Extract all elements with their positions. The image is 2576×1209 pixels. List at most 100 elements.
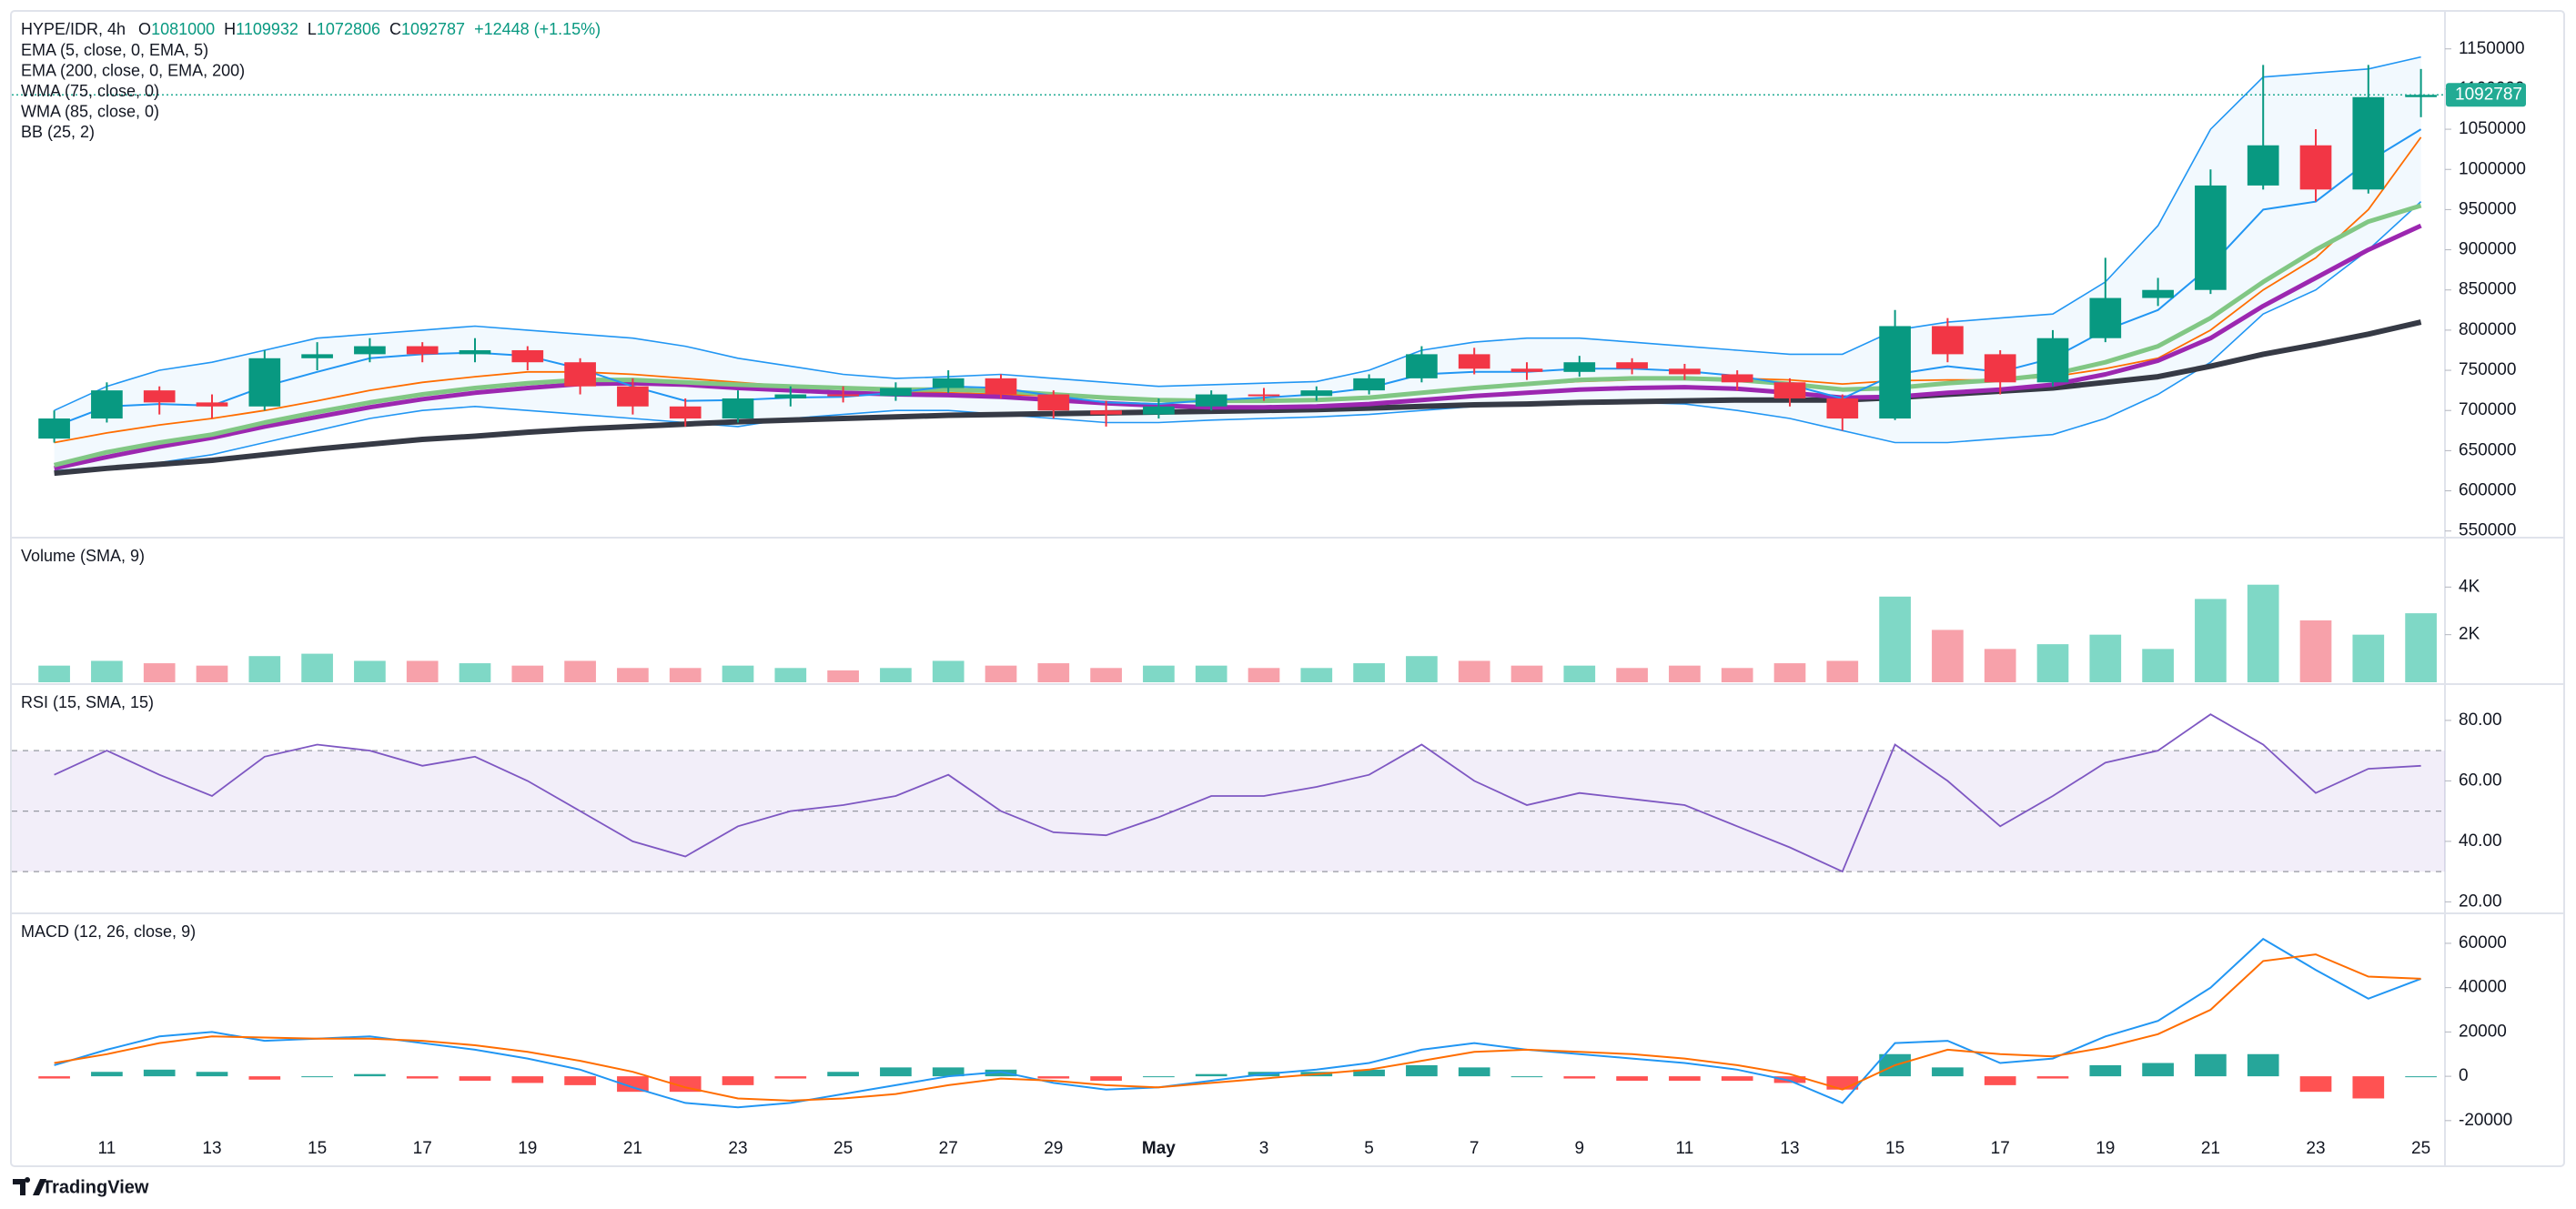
ma-line [54,203,2422,468]
histogram-bar [1984,1076,2016,1085]
volume-bar [1353,663,1385,682]
volume-bar [1984,649,2016,682]
candle-body [301,354,333,358]
histogram-bar [1195,1073,1227,1077]
last-price-box [2446,83,2526,107]
candle-body [1826,398,1859,419]
band-line [54,201,2422,472]
volume-bar [2142,649,2174,682]
histogram-bar [564,1076,596,1085]
candle-body [827,394,859,397]
volume-bar [2036,644,2069,682]
histogram-bar [2195,1053,2227,1077]
candle-body [511,349,544,363]
y-tick-label: 750000 [2459,360,2516,379]
histogram-bar [1090,1076,1122,1081]
volume-bar [1195,665,1227,682]
y-tick-label: 700000 [2459,400,2516,419]
volume-bar [2089,634,2122,682]
x-tick-label: 29 [1044,1139,1063,1158]
candle-body [722,398,754,419]
x-tick-label: 25 [2411,1139,2430,1158]
candle-body [774,394,807,398]
histogram-bar [91,1072,123,1077]
band-line [54,55,2421,411]
y-tick-label: 550000 [2459,521,2516,540]
volume-bar [2405,613,2437,682]
x-tick-label: 21 [623,1139,642,1158]
histogram-bar [511,1076,544,1083]
volume-bar [774,668,807,682]
x-tick-label: 11 [98,1139,116,1158]
volume-bar [2247,584,2279,682]
candle-body [2142,289,2174,298]
x-tick-label: 27 [939,1139,958,1158]
symbol: HYPE/IDR, 4h [21,20,126,38]
histogram-bar [1353,1069,1385,1077]
y-tick-label: -20000 [2459,1111,2512,1130]
volume-bar [1616,668,1648,682]
volume-bar [459,663,491,682]
frame [10,10,2565,1167]
candle-body [2352,96,2385,190]
volume-bar [1721,668,1753,682]
histogram-bar [932,1067,965,1077]
candle-body [1300,390,1333,397]
pane-title: Volume (SMA, 9) [21,547,145,565]
histogram-bar [301,1076,333,1078]
candle-body [985,378,1017,395]
candle-body [1248,394,1280,397]
legend-entry: BB (25, 2) [21,123,95,141]
y-tick-label: 650000 [2459,440,2516,459]
histogram-bar [1563,1076,1596,1079]
x-tick-label: 17 [1991,1139,2010,1158]
y-tick-label: 1150000 [2459,39,2525,58]
candle-body [669,406,702,419]
volume-bar [669,668,702,682]
histogram-bar [2089,1064,2122,1077]
candle-body [2036,338,2069,383]
histogram-bar [1458,1067,1490,1077]
x-tick-label: May [1142,1139,1176,1158]
volume-bar [827,670,859,682]
histogram-bar [722,1076,754,1085]
candle-body [1669,368,1701,375]
brand: TradingView [42,1177,149,1197]
x-tick-label: 11 [1676,1139,1694,1158]
candle-body [617,386,649,407]
x-tick-label: 7 [1470,1139,1480,1158]
volume-bar [564,660,596,682]
y-tick-label: 20.00 [2459,892,2502,911]
volume-bar [38,665,70,682]
candle-body [2247,145,2279,186]
candle-body [1458,354,1490,369]
histogram-bar [459,1076,491,1081]
volume-bar [2195,599,2227,682]
x-tick-label: 15 [308,1139,327,1158]
volume-bar [354,660,386,682]
candle-body [248,358,281,407]
volume-bar [1563,665,1596,682]
histogram-bar [2142,1063,2174,1077]
x-tick-label: 23 [728,1139,747,1158]
histogram-bar [774,1076,807,1079]
candle-body [406,346,439,355]
candle-body [1195,394,1227,407]
last-price-label: 1092787 [2455,85,2522,104]
y-tick-label: 2K [2459,625,2480,644]
candle-body [932,378,965,388]
x-tick-label: 5 [1364,1139,1374,1158]
y-tick-label: 60.00 [2459,771,2502,790]
change: +12448 (+1.15%) [474,20,601,38]
volume-bar [1300,668,1333,682]
candle-body [1879,326,1911,419]
histogram-bar [143,1069,176,1077]
candle-body [564,362,596,387]
band-fill [54,56,2421,471]
histogram-bar [617,1076,649,1093]
macd-line [54,937,2421,1109]
volume-bar [1458,660,1490,682]
pane-title: MACD (12, 26, close, 9) [21,922,196,941]
